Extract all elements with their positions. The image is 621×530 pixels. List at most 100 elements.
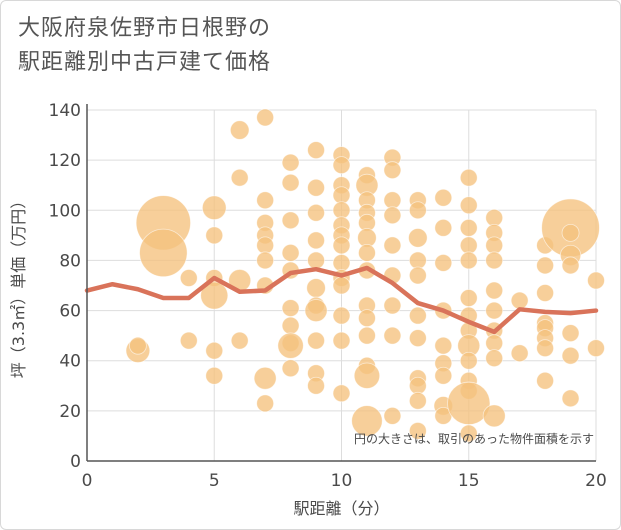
bubble-point: [281, 211, 300, 230]
bubble-point: [179, 269, 198, 287]
bubble-point: [383, 236, 402, 255]
bubble-point: [179, 331, 198, 350]
x-tick-label: 15: [458, 471, 480, 491]
bubble-point: [277, 332, 304, 359]
bubble-point: [434, 366, 453, 385]
bubble-point: [383, 191, 402, 210]
bubble-point: [408, 266, 427, 285]
bubble-point: [205, 341, 224, 360]
x-tick-label: 0: [82, 471, 93, 491]
bubble-point: [408, 201, 427, 220]
bubble-point: [434, 218, 453, 237]
y-tick-label: 60: [59, 302, 81, 322]
bubble-point: [353, 362, 381, 389]
bubble-point: [485, 349, 504, 368]
bubble-point: [434, 188, 453, 207]
bubble-point: [459, 168, 478, 187]
bubble-point: [281, 153, 300, 172]
bubble-point: [482, 404, 506, 428]
bubble-point: [561, 223, 580, 242]
bubble-point: [205, 226, 224, 245]
bubble-point: [281, 244, 300, 262]
average-line-group: [84, 265, 599, 335]
bubble-point: [332, 384, 351, 403]
bubble-point: [256, 108, 275, 127]
y-tick-label: 20: [59, 402, 81, 422]
bubble-point: [332, 331, 351, 350]
bubble-point: [408, 376, 427, 395]
bubble-point: [281, 299, 300, 317]
bubble-point: [408, 329, 427, 348]
bubble-point: [358, 244, 376, 262]
bubble-point: [485, 208, 504, 227]
bubble-point: [332, 186, 351, 205]
bubble-point: [536, 284, 554, 302]
y-tick-label: 100: [49, 201, 81, 221]
bubble-point: [201, 195, 227, 221]
bubble-point: [536, 256, 554, 275]
bubble-point: [561, 346, 580, 365]
bubble-point: [408, 251, 427, 270]
size-legend-note: 円の大きさは、取引のあった物件面積を示す: [354, 431, 594, 446]
bubble-point: [253, 366, 277, 390]
bubble-point: [139, 228, 188, 278]
bubble-point: [306, 278, 326, 298]
bubble-point: [485, 334, 504, 353]
bubble-point: [459, 351, 478, 370]
x-axis-label: 駅距離（分）: [293, 499, 389, 518]
bubble-point: [408, 422, 427, 440]
bubble-point: [332, 276, 351, 295]
y-axis-label: 坪（3.3㎡）単価（万円）: [9, 193, 28, 378]
bubble-point: [332, 236, 351, 255]
bubbles: [125, 108, 605, 443]
bubble-point: [459, 196, 478, 215]
chart-title-line2: 駅距離別中古戸建て価格: [18, 50, 272, 75]
bubble-point: [358, 326, 376, 345]
tick-labels: 0 20 40 60 80 100 120 140 0 5 10 15 20: [49, 101, 607, 491]
y-tick-label: 0: [70, 452, 81, 472]
bubble-point: [485, 236, 504, 255]
bubble-point: [383, 161, 402, 180]
bubble-point: [332, 156, 351, 175]
bubble-point: [229, 120, 250, 140]
bubble-point: [205, 366, 224, 385]
bubble-point: [459, 424, 478, 443]
bubble-point: [510, 291, 529, 310]
bubble-point: [561, 389, 580, 408]
bubble-point: [485, 301, 504, 320]
bubble-point: [485, 281, 504, 300]
bubble-point: [307, 178, 325, 197]
bubble-point: [281, 173, 300, 192]
bubble-point: [307, 141, 325, 160]
bubble-point: [561, 256, 580, 275]
bubble-point: [383, 296, 402, 315]
bubble-point: [358, 309, 376, 327]
bubble-point: [459, 251, 478, 270]
bubble-point: [307, 376, 325, 395]
bubble-point: [332, 201, 351, 220]
bubble-point: [351, 405, 383, 437]
bubble-point: [408, 306, 427, 325]
bubble-point: [307, 331, 325, 350]
bubble-point: [128, 336, 147, 355]
bubble-point: [383, 326, 402, 345]
y-tick-label: 120: [49, 151, 81, 171]
bubble-point: [434, 336, 453, 355]
bubble-point: [281, 359, 300, 378]
bubble-point: [383, 206, 402, 225]
bubble-point: [459, 218, 478, 237]
bubble-point: [256, 394, 275, 413]
x-tick-label: 5: [209, 471, 220, 491]
bubble-point: [459, 236, 478, 255]
bubble-point: [304, 299, 328, 323]
bubble-point: [256, 251, 275, 270]
bubble-point: [459, 289, 478, 307]
bubble-point: [536, 339, 554, 358]
bubble-point: [536, 371, 554, 390]
bubble-point: [434, 254, 453, 272]
bubble-point: [485, 251, 504, 270]
x-tick-label: 20: [585, 471, 607, 491]
bubble-point: [307, 203, 325, 222]
bubble-point: [307, 231, 325, 250]
